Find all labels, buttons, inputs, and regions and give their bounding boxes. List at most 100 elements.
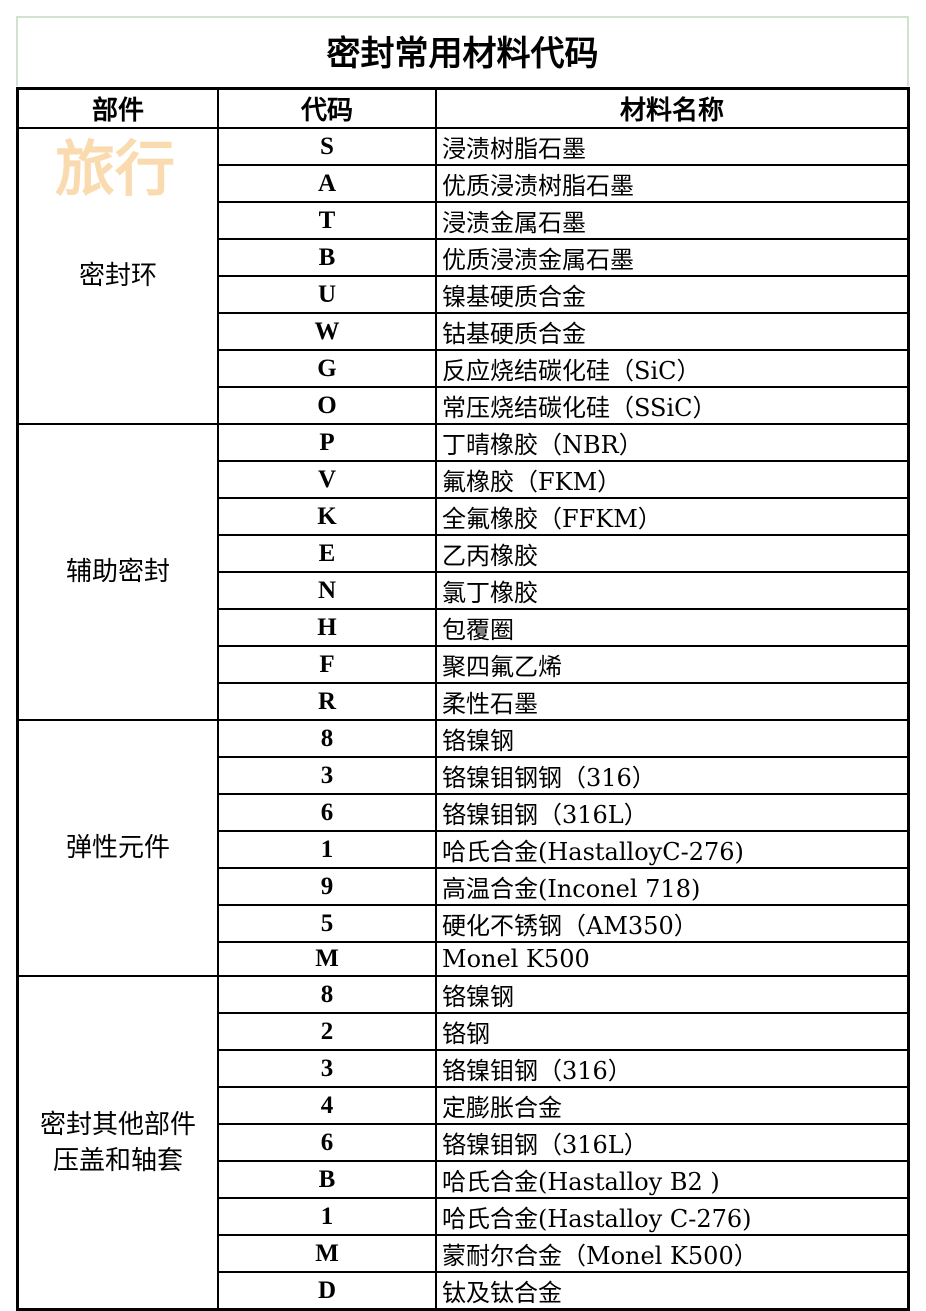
code-cell: N <box>217 571 437 610</box>
code-cell: 1 <box>217 830 437 869</box>
code-cell: B <box>217 1160 437 1199</box>
code-cell: G <box>217 349 437 388</box>
material-name-cell: 高温合金(Inconel 718) <box>435 867 910 906</box>
code-cell: 8 <box>217 719 437 758</box>
part-cell: 辅助密封 <box>16 423 219 721</box>
material-name-cell: Monel K500 <box>435 941 910 977</box>
code-cell: R <box>217 682 437 721</box>
code-cell: 5 <box>217 904 437 943</box>
material-name-cell: 哈氏合金(Hastalloy B2 ) <box>435 1160 910 1199</box>
material-name-cell: 铬镍钢 <box>435 719 910 758</box>
table-row: W 钴基硬质合金 <box>18 312 910 351</box>
material-name-cell: 浸渍树脂石墨 <box>435 127 910 166</box>
table-row: V 氟橡胶（FKM） <box>18 460 910 499</box>
material-name-cell: 氟橡胶（FKM） <box>435 460 910 499</box>
table-row: M 蒙耐尔合金（Monel K500） <box>18 1234 910 1273</box>
table-row: 9 高温合金(Inconel 718) <box>18 867 910 906</box>
table-row: 1 哈氏合金(Hastalloy C-276) <box>18 1197 910 1236</box>
material-name-cell: 铬镍钼钢钢（316） <box>435 756 910 795</box>
table-row: B 优质浸渍金属石墨 <box>18 238 910 277</box>
code-cell: W <box>217 312 437 351</box>
material-name-cell: 铬镍钼钢（316） <box>435 1049 910 1088</box>
table-row: 1 哈氏合金(HastalloyC-276) <box>18 830 910 869</box>
header-material-name: 材料名称 <box>435 87 910 129</box>
code-cell: H <box>217 608 437 647</box>
code-cell: T <box>217 201 437 240</box>
code-cell: 9 <box>217 867 437 906</box>
material-name-cell: 全氟橡胶（FFKM） <box>435 497 910 536</box>
table-row: 2 铬钢 <box>18 1012 910 1051</box>
table-row: K 全氟橡胶（FFKM） <box>18 497 910 536</box>
material-name-cell: 铬镍钼钢（316L） <box>435 1123 910 1162</box>
material-name-cell: 乙丙橡胶 <box>435 534 910 573</box>
part-cell: 密封环 <box>16 127 219 425</box>
header-code: 代码 <box>217 87 437 129</box>
code-cell: V <box>217 460 437 499</box>
code-cell: U <box>217 275 437 314</box>
table-row: 密封其他部件 压盖和轴套 8 铬镍钢 <box>16 975 910 1311</box>
table-row: 3 铬镍钼钢（316） <box>18 1049 910 1088</box>
part-cell: 弹性元件 <box>16 719 219 977</box>
material-name-cell: 钴基硬质合金 <box>435 312 910 351</box>
material-name-cell: 浸渍金属石墨 <box>435 201 910 240</box>
table-title: 密封常用材料代码 <box>16 16 909 86</box>
material-name-cell: 柔性石墨 <box>435 682 910 721</box>
material-name-cell: 反应烧结碳化硅（SiC） <box>435 349 910 388</box>
code-cell: O <box>217 386 437 425</box>
table-row: B 哈氏合金(Hastalloy B2 ) <box>18 1160 910 1199</box>
table-row: E 乙丙橡胶 <box>18 534 910 573</box>
code-cell: S <box>217 127 437 166</box>
code-cell: 1 <box>217 1197 437 1236</box>
code-cell: 2 <box>217 1012 437 1051</box>
code-cell: 3 <box>217 1049 437 1088</box>
table-row: 3 铬镍钼钢钢（316） <box>18 756 910 795</box>
material-name-cell: 硬化不锈钢（AM350） <box>435 904 910 943</box>
material-name-cell: 钛及钛合金 <box>435 1271 910 1311</box>
material-name-cell: 蒙耐尔合金（Monel K500） <box>435 1234 910 1273</box>
code-cell: E <box>217 534 437 573</box>
code-cell: 6 <box>217 1123 437 1162</box>
table-row: 辅助密封 P 丁晴橡胶（NBR） <box>16 423 910 721</box>
table-row: G 反应烧结碳化硅（SiC） <box>18 349 910 388</box>
material-name-cell: 包覆圈 <box>435 608 910 647</box>
table-row: M Monel K500 <box>18 941 910 977</box>
code-cell: M <box>217 1234 437 1273</box>
table-row: T 浸渍金属石墨 <box>18 201 910 240</box>
code-cell: M <box>217 941 437 977</box>
code-cell: D <box>217 1271 437 1311</box>
material-name-cell: 丁晴橡胶（NBR） <box>435 423 910 462</box>
material-name-cell: 哈氏合金(HastalloyC-276) <box>435 830 910 869</box>
table-row: R 柔性石墨 <box>18 682 910 721</box>
material-name-cell: 铬钢 <box>435 1012 910 1051</box>
table-row: 密封环 S 浸渍树脂石墨 <box>16 127 910 425</box>
table-row: F 聚四氟乙烯 <box>18 645 910 684</box>
material-name-cell: 聚四氟乙烯 <box>435 645 910 684</box>
material-name-cell: 氯丁橡胶 <box>435 571 910 610</box>
table-row: 5 硬化不锈钢（AM350） <box>18 904 910 943</box>
code-cell: A <box>217 164 437 203</box>
header-part: 部件 <box>16 87 219 129</box>
material-name-cell: 优质浸渍金属石墨 <box>435 238 910 277</box>
material-code-table: 部件 代码 材料名称 密封环 S 浸渍树脂石墨 A 优质浸渍树脂石墨 T 浸渍金属石墨 B 优质… <box>16 87 910 1311</box>
code-cell: 8 <box>217 975 437 1014</box>
code-cell: P <box>217 423 437 462</box>
material-name-cell: 常压烧结碳化硅（SSiC） <box>435 386 910 425</box>
code-cell: K <box>217 497 437 536</box>
code-cell: 3 <box>217 756 437 795</box>
header-row: 部件 代码 材料名称 <box>16 87 910 129</box>
table-row: H 包覆圈 <box>18 608 910 647</box>
material-name-cell: 哈氏合金(Hastalloy C-276) <box>435 1197 910 1236</box>
code-cell: F <box>217 645 437 684</box>
code-cell: B <box>217 238 437 277</box>
code-cell: 4 <box>217 1086 437 1125</box>
material-name-cell: 铬镍钢 <box>435 975 910 1014</box>
part-cell: 密封其他部件 压盖和轴套 <box>16 975 219 1311</box>
material-name-cell: 定膨胀合金 <box>435 1086 910 1125</box>
table-row: A 优质浸渍树脂石墨 <box>18 164 910 203</box>
table-row: 6 铬镍钼钢（316L） <box>18 1123 910 1162</box>
table-row: 弹性元件 8 铬镍钢 <box>16 719 910 977</box>
material-name-cell: 优质浸渍树脂石墨 <box>435 164 910 203</box>
table-row: O 常压烧结碳化硅（SSiC） <box>18 386 910 425</box>
table-row: 4 定膨胀合金 <box>18 1086 910 1125</box>
table-row: U 镍基硬质合金 <box>18 275 910 314</box>
